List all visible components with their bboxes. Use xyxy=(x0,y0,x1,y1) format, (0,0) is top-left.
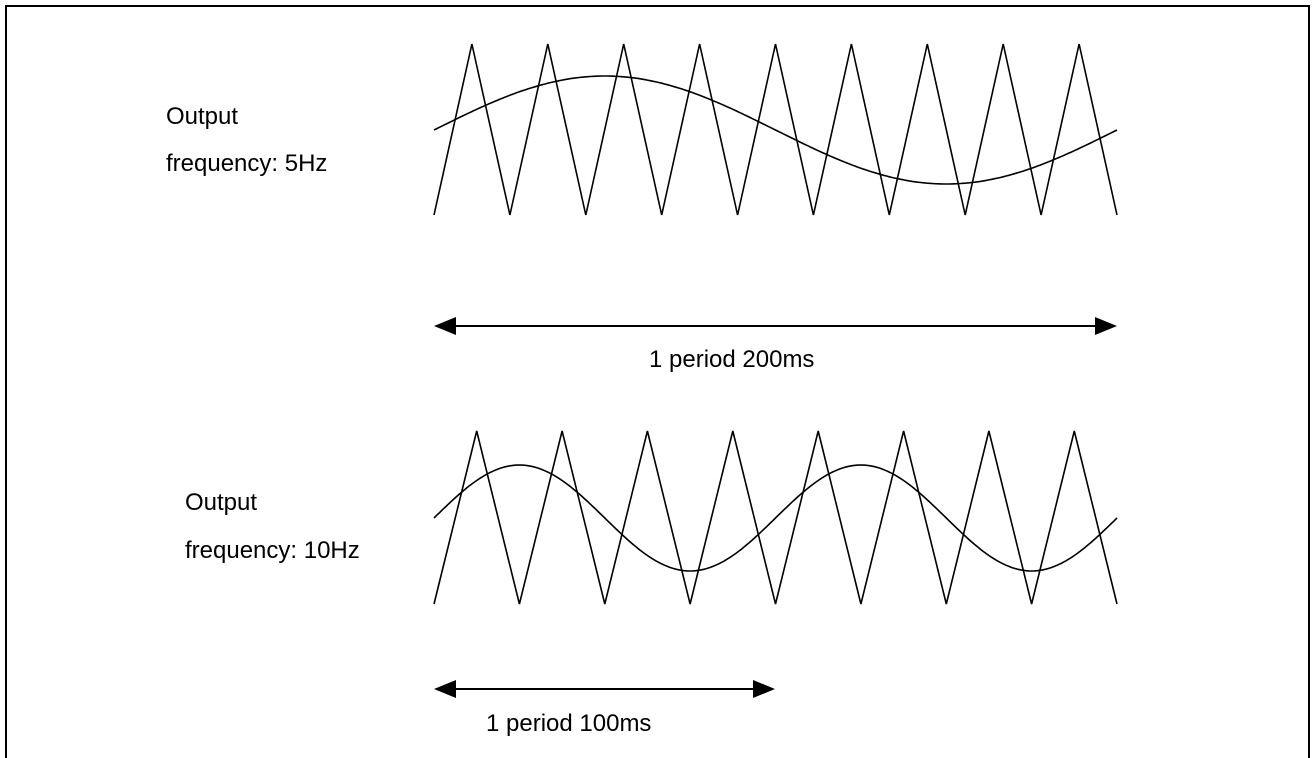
arrowhead-right xyxy=(753,680,775,698)
panel-10hz-label-line1: Output xyxy=(185,489,257,516)
arrowhead-right xyxy=(1095,317,1117,335)
panel-5hz-period-label: 1 period 200ms xyxy=(649,346,814,373)
panel-10hz-label-line2: frequency: 10Hz xyxy=(185,537,360,564)
panel-5hz-sine-wave xyxy=(433,75,1118,185)
panel-10hz-period-arrow xyxy=(434,680,775,698)
panel-10hz-triangle-carrier xyxy=(433,430,1118,605)
arrowhead-left xyxy=(434,317,456,335)
panel-5hz-label-line2: frequency: 5Hz xyxy=(166,150,327,177)
panel-5hz-triangle-carrier xyxy=(433,43,1118,216)
panel-5hz: Output frequency: 5Hz 1 period 200ms xyxy=(166,43,1118,373)
arrowhead-left xyxy=(434,680,456,698)
panel-5hz-period-arrow xyxy=(434,317,1117,335)
diagram-frame xyxy=(5,5,1310,758)
panel-5hz-label-line1: Output xyxy=(166,103,238,130)
panel-10hz: Output frequency: 10Hz 1 period 100ms xyxy=(185,430,1118,737)
panel-10hz-period-label: 1 period 100ms xyxy=(486,710,651,737)
panel-10hz-sine-wave xyxy=(433,464,1118,572)
